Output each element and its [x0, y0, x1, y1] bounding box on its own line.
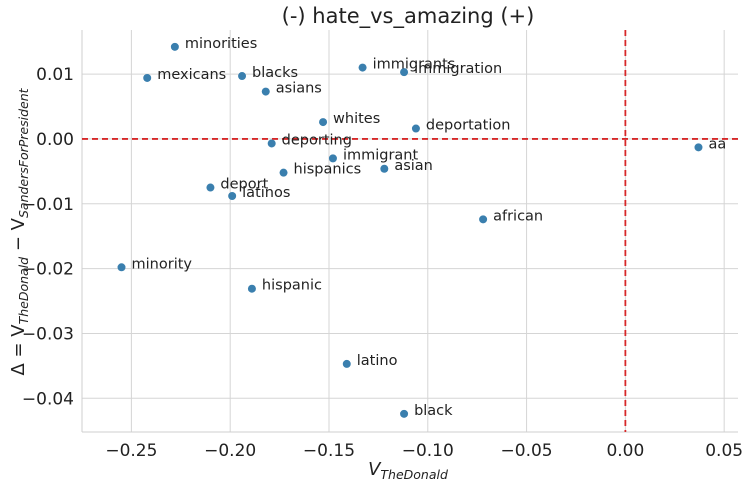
data-point: [400, 409, 409, 418]
data-point: [117, 263, 126, 272]
data-point: [328, 154, 337, 163]
point-label: immigration: [414, 61, 502, 77]
y-tick-label: 0.00: [36, 130, 74, 150]
point-label: immigrants: [373, 57, 456, 73]
point-label: asians: [276, 81, 322, 97]
y-tick-label: −0.02: [22, 260, 74, 280]
data-points: [117, 42, 703, 418]
point-label: deportation: [426, 118, 511, 134]
axes: [81, 30, 738, 433]
x-tick-label: 0.00: [606, 441, 644, 461]
x-axis-label: VTheDonald: [368, 459, 448, 482]
data-point: [411, 124, 420, 133]
x-tick-label: −0.15: [303, 441, 355, 461]
point-label: hispanic: [262, 278, 322, 294]
point-label: latinos: [242, 185, 290, 201]
chart-title: (-) hate_vs_amazing (+): [282, 4, 535, 29]
x-tick-label: 0.05: [705, 441, 743, 461]
point-label: african: [493, 208, 543, 224]
data-point: [247, 284, 256, 293]
data-point: [380, 164, 389, 173]
point-label: blacks: [252, 65, 298, 81]
point-label: minorities: [185, 36, 257, 52]
x-tick-label: −0.25: [105, 441, 157, 461]
point-label: mexicans: [157, 67, 226, 83]
point-label: deporting: [282, 132, 352, 148]
point-label: hispanics: [294, 162, 362, 178]
point-label: black: [414, 403, 453, 419]
data-point: [342, 359, 351, 368]
x-tick-label: −0.05: [501, 441, 553, 461]
point-label: immigrant: [343, 147, 419, 163]
data-point: [143, 73, 152, 82]
data-point: [267, 139, 276, 148]
y-tick-label: −0.01: [22, 195, 74, 215]
data-point: [358, 63, 367, 72]
data-point: [400, 68, 409, 77]
y-axis-label: Δ = VTheDonald − VSandersForPresident: [8, 87, 31, 375]
data-point: [279, 168, 288, 177]
x-tick-label: −0.20: [204, 441, 256, 461]
x-tick-label: −0.10: [402, 441, 454, 461]
y-tick-label: −0.04: [22, 389, 74, 409]
data-point: [261, 87, 270, 96]
grid: [82, 30, 738, 432]
tick-labels: −0.25 −0.20 −0.15 −0.10 −0.05 0.00 0.05 0.01 0.0…: [22, 65, 743, 461]
data-point: [228, 191, 237, 200]
data-point: [479, 215, 488, 224]
point-label: latino: [357, 353, 398, 369]
y-tick-label: 0.01: [36, 65, 74, 85]
point-label: deport: [220, 177, 268, 193]
data-point: [170, 42, 179, 51]
data-point: [206, 183, 215, 192]
point-label: asian: [394, 158, 433, 174]
point-label: whites: [333, 111, 380, 127]
data-point: [319, 118, 328, 127]
y-tick-label: −0.03: [22, 324, 74, 344]
point-label: aa: [708, 136, 726, 152]
point-label: minority: [132, 256, 193, 272]
reference-lines: [82, 30, 738, 432]
data-point: [238, 72, 247, 81]
data-point: [694, 143, 703, 152]
